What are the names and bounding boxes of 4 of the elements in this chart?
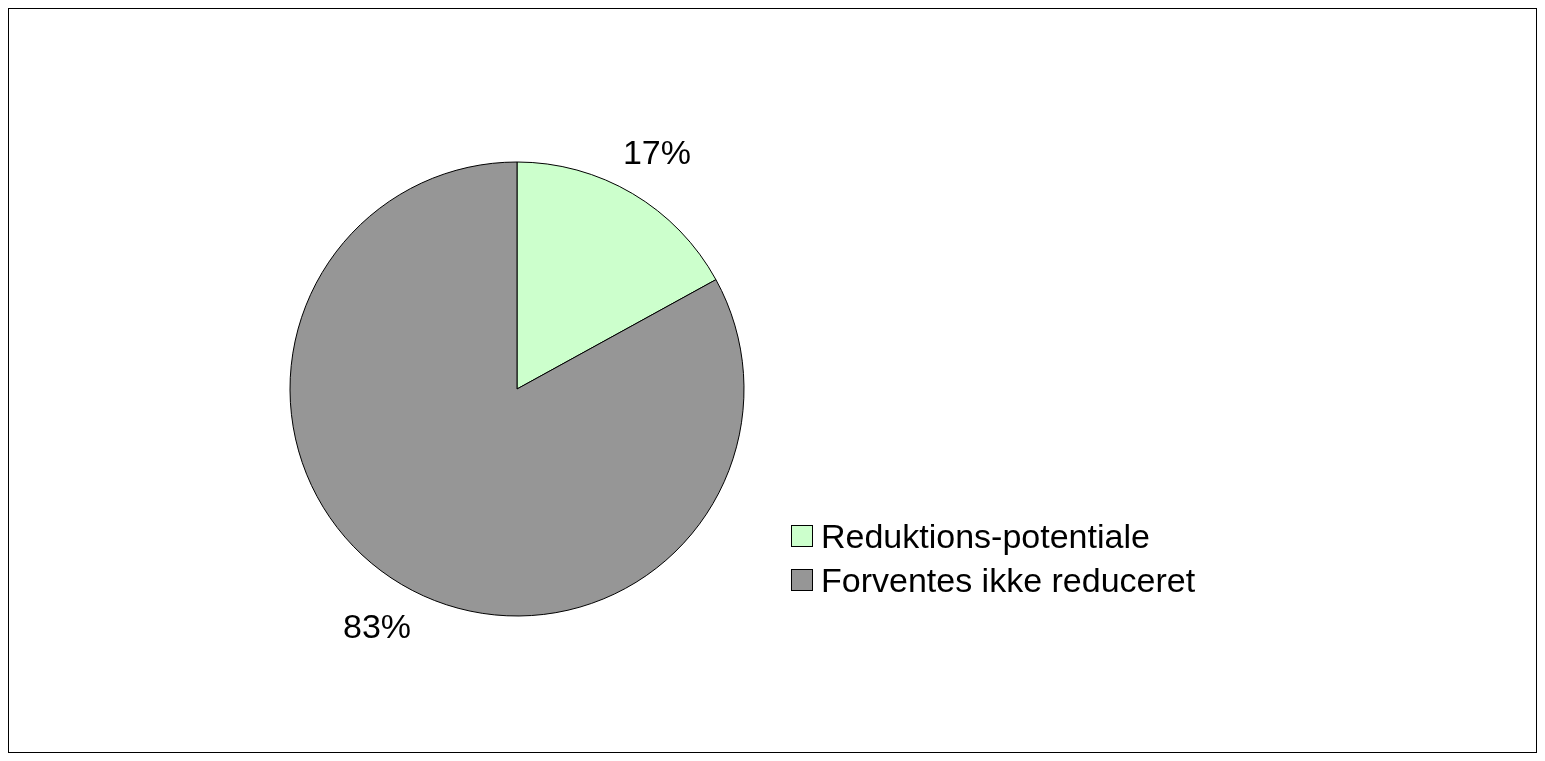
legend-label: Reduktions-potentiale [821, 516, 1150, 556]
data-label: 17% [622, 133, 692, 172]
data-label: 83% [342, 606, 412, 645]
legend-label: Forventes ikke reduceret [821, 560, 1196, 600]
